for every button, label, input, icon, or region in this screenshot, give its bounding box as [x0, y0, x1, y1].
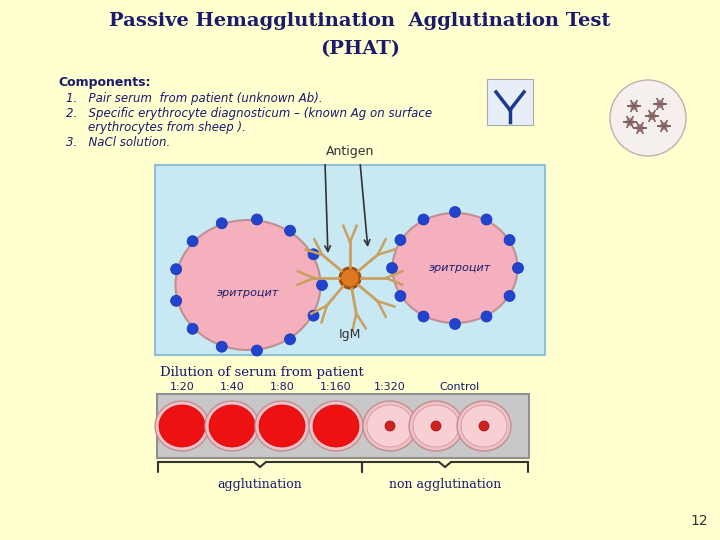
Circle shape [171, 295, 181, 306]
Circle shape [479, 421, 489, 431]
Circle shape [385, 421, 395, 431]
Text: 3.   NaCl solution.: 3. NaCl solution. [66, 136, 170, 149]
Ellipse shape [367, 405, 413, 447]
Circle shape [610, 80, 686, 156]
Circle shape [216, 218, 228, 229]
Circle shape [418, 214, 429, 225]
Circle shape [636, 125, 644, 132]
Ellipse shape [159, 405, 205, 447]
Circle shape [395, 291, 406, 301]
Circle shape [308, 310, 319, 321]
Ellipse shape [363, 401, 417, 451]
Ellipse shape [392, 213, 518, 323]
Ellipse shape [457, 401, 511, 451]
Circle shape [284, 225, 295, 236]
Text: non agglutination: non agglutination [389, 478, 501, 491]
Circle shape [187, 323, 198, 334]
Text: эритроцит: эритроцит [429, 263, 491, 273]
Ellipse shape [155, 401, 209, 451]
Circle shape [216, 341, 228, 352]
Text: 1:80: 1:80 [269, 382, 294, 392]
Text: 1:20: 1:20 [170, 382, 194, 392]
Circle shape [251, 214, 262, 225]
Circle shape [418, 311, 429, 322]
Ellipse shape [205, 401, 259, 451]
Circle shape [481, 311, 492, 322]
Text: Components:: Components: [58, 76, 150, 89]
Circle shape [284, 334, 295, 345]
Ellipse shape [413, 405, 459, 447]
Ellipse shape [309, 401, 363, 451]
Text: 2.   Specific erythrocyte diagnosticum – (known Ag on surface: 2. Specific erythrocyte diagnosticum – (… [66, 107, 432, 120]
Circle shape [171, 264, 181, 275]
Circle shape [481, 214, 492, 225]
Circle shape [340, 268, 360, 288]
Ellipse shape [259, 405, 305, 447]
Ellipse shape [461, 405, 507, 447]
Text: Control: Control [440, 382, 480, 392]
Circle shape [449, 319, 461, 329]
Text: Antigen: Antigen [326, 145, 374, 158]
Text: agglutination: agglutination [217, 478, 302, 491]
Circle shape [317, 280, 328, 291]
Circle shape [626, 118, 634, 125]
Text: 1:40: 1:40 [220, 382, 244, 392]
Ellipse shape [409, 401, 463, 451]
Text: 1.   Pair serum  from patient (unknown Ab).: 1. Pair serum from patient (unknown Ab). [66, 92, 323, 105]
Circle shape [631, 103, 637, 110]
Circle shape [649, 112, 655, 119]
Text: (PHAT): (PHAT) [320, 40, 400, 58]
Text: эритроцит: эритроцит [217, 288, 279, 298]
Circle shape [504, 291, 515, 301]
Ellipse shape [255, 401, 309, 451]
Ellipse shape [313, 405, 359, 447]
Circle shape [513, 262, 523, 273]
Circle shape [387, 262, 397, 273]
Text: Passive Hemagglutination  Agglutination Test: Passive Hemagglutination Agglutination T… [109, 12, 611, 30]
Circle shape [657, 100, 664, 107]
Circle shape [660, 123, 667, 130]
Circle shape [395, 234, 406, 246]
Circle shape [187, 236, 198, 247]
Text: 1:160: 1:160 [320, 382, 352, 392]
Circle shape [504, 234, 515, 246]
FancyBboxPatch shape [487, 79, 533, 125]
Ellipse shape [176, 220, 320, 350]
Text: Dilution of serum from patient: Dilution of serum from patient [160, 366, 364, 379]
Text: 1:320: 1:320 [374, 382, 406, 392]
FancyBboxPatch shape [157, 394, 529, 458]
Circle shape [431, 421, 441, 431]
Ellipse shape [209, 405, 255, 447]
Circle shape [308, 249, 319, 260]
Text: erythrocytes from sheep ).: erythrocytes from sheep ). [88, 121, 246, 134]
Circle shape [251, 345, 262, 356]
Text: 12: 12 [690, 514, 708, 528]
FancyBboxPatch shape [155, 165, 545, 355]
Text: IgM: IgM [339, 328, 361, 341]
Circle shape [449, 206, 461, 218]
Circle shape [340, 268, 360, 288]
